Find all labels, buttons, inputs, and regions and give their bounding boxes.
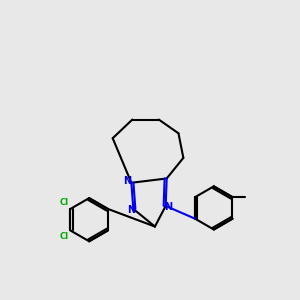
Text: Cl: Cl [60, 232, 69, 241]
Text: N: N [127, 205, 135, 215]
Text: Cl: Cl [60, 198, 69, 207]
Text: N: N [123, 176, 131, 186]
Text: N: N [165, 202, 173, 212]
